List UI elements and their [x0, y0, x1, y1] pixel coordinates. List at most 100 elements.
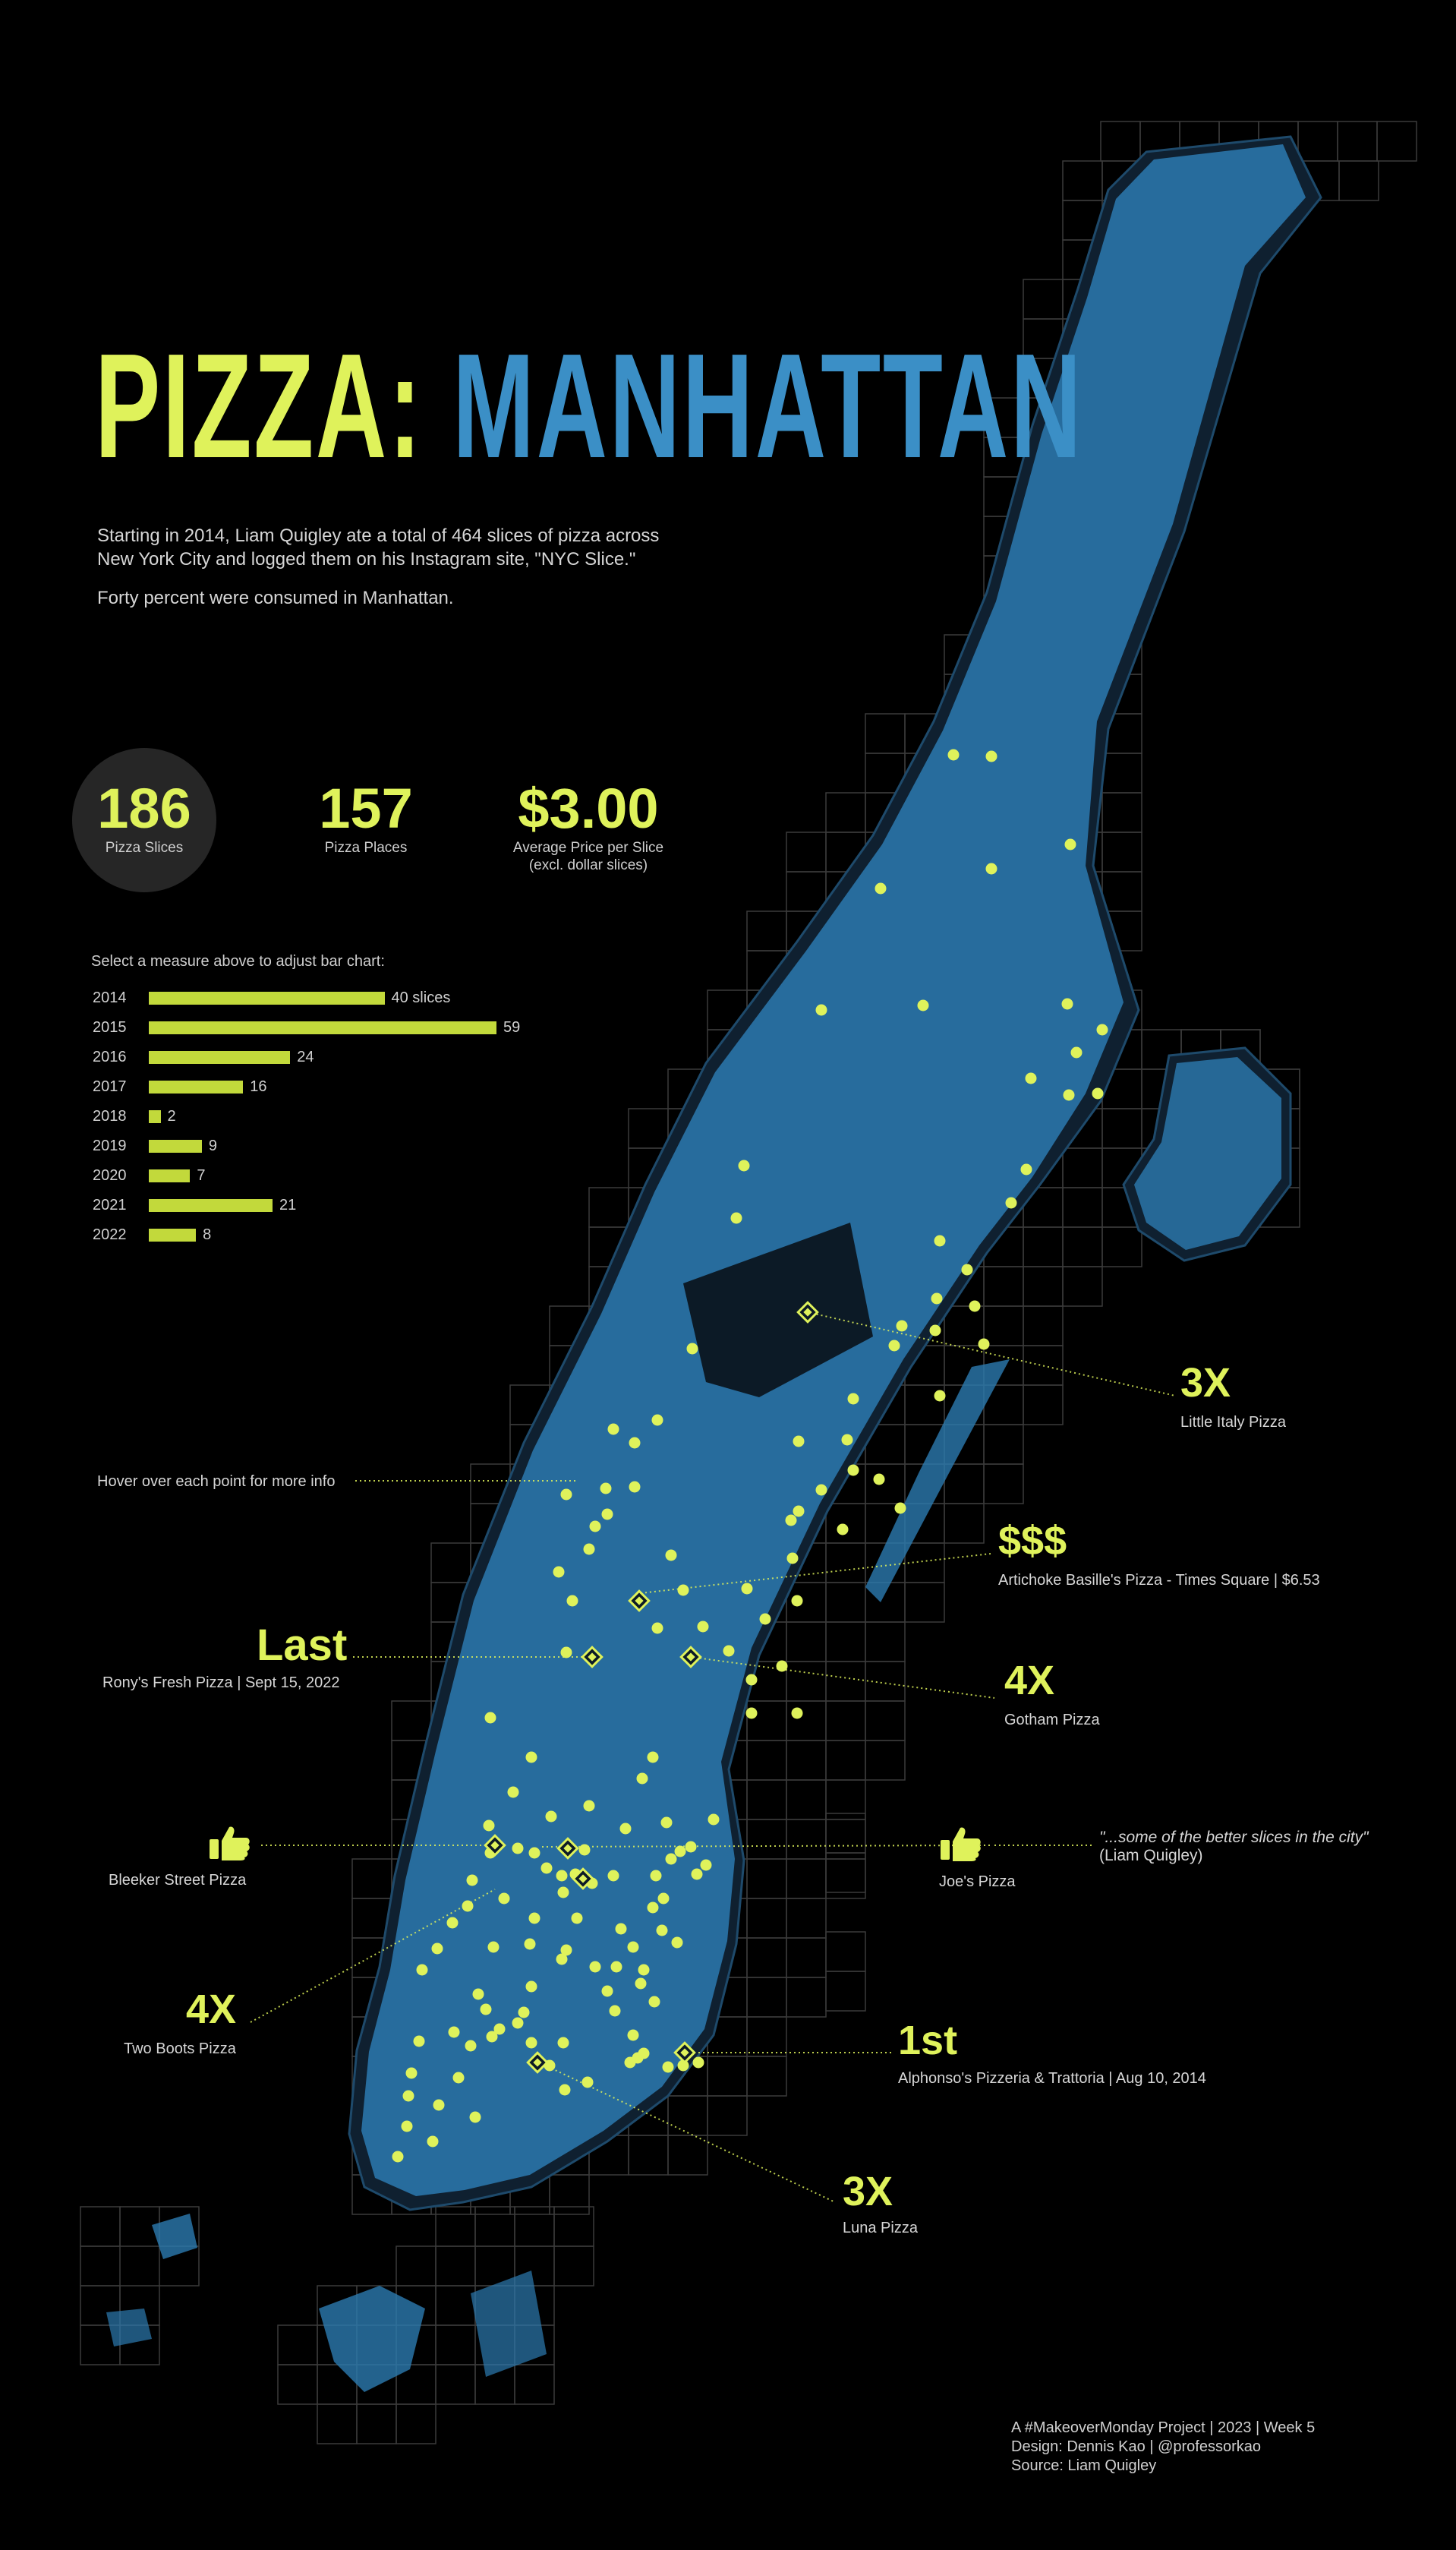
pizza-point[interactable] — [1096, 1024, 1108, 1036]
pizza-point[interactable] — [413, 2035, 425, 2047]
pizza-point[interactable] — [512, 1842, 524, 1854]
pizza-point[interactable] — [841, 1434, 853, 1446]
pizza-point[interactable] — [759, 1613, 771, 1625]
pizza-point[interactable] — [566, 1595, 578, 1607]
pizza-point[interactable] — [1061, 998, 1073, 1010]
pizza-point[interactable] — [624, 2056, 636, 2069]
highlight-diamond[interactable] — [796, 1301, 819, 1324]
pizza-point[interactable] — [917, 999, 929, 1011]
pizza-point[interactable] — [512, 2017, 524, 2029]
pizza-point[interactable] — [969, 1300, 981, 1312]
pizza-point[interactable] — [607, 1870, 619, 1882]
pizza-point[interactable] — [578, 1844, 591, 1856]
pizza-point[interactable] — [607, 1423, 619, 1435]
pizza-point[interactable] — [875, 882, 887, 895]
bar-2022[interactable] — [149, 1229, 197, 1242]
pizza-point[interactable] — [741, 1583, 753, 1595]
pizza-point[interactable] — [528, 1912, 540, 1924]
pizza-point[interactable] — [730, 1212, 742, 1224]
pizza-point[interactable] — [480, 2003, 492, 2015]
pizza-point[interactable] — [1020, 1163, 1032, 1176]
pizza-point[interactable] — [556, 1953, 568, 1965]
pizza-point[interactable] — [498, 1892, 510, 1905]
pizza-point[interactable] — [934, 1390, 946, 1402]
pizza-point[interactable] — [392, 2151, 404, 2163]
pizza-point[interactable] — [894, 1502, 906, 1514]
pizza-point[interactable] — [462, 1900, 474, 1912]
pizza-point[interactable] — [985, 863, 997, 875]
pizza-point[interactable] — [589, 1961, 601, 1973]
bar-2020[interactable] — [149, 1169, 191, 1182]
pizza-point[interactable] — [793, 1505, 805, 1517]
highlight-diamond[interactable] — [679, 1646, 702, 1668]
pizza-point[interactable] — [446, 1917, 459, 1929]
pizza-point[interactable] — [657, 1892, 670, 1905]
pizza-point[interactable] — [528, 1847, 540, 1859]
pizza-point[interactable] — [560, 1646, 572, 1658]
pizza-point[interactable] — [671, 1936, 683, 1949]
pizza-point[interactable] — [466, 1874, 478, 1886]
pizza-point[interactable] — [786, 1552, 799, 1564]
pizza-point[interactable] — [540, 1862, 553, 1874]
pizza-point[interactable] — [615, 1923, 627, 1935]
pizza-point[interactable] — [934, 1235, 946, 1247]
pizza-point[interactable] — [815, 1484, 827, 1496]
pizza-point[interactable] — [985, 750, 997, 762]
bar-2021[interactable] — [149, 1199, 273, 1212]
pizza-point[interactable] — [837, 1523, 849, 1535]
pizza-point[interactable] — [545, 1810, 557, 1823]
pizza-point[interactable] — [518, 2006, 530, 2018]
highlight-diamond[interactable] — [484, 1834, 506, 1857]
pizza-point[interactable] — [525, 1980, 537, 1993]
pizza-point[interactable] — [1025, 1072, 1037, 1084]
pizza-point[interactable] — [472, 1988, 484, 2000]
pizza-point[interactable] — [629, 1437, 641, 1449]
pizza-point[interactable] — [1005, 1197, 1017, 1209]
pizza-point[interactable] — [427, 2135, 439, 2148]
pizza-point[interactable] — [487, 1941, 500, 1953]
pizza-point[interactable] — [700, 1859, 712, 1871]
bar-2018[interactable] — [149, 1110, 161, 1123]
pizza-point[interactable] — [662, 2061, 674, 2073]
pizza-point[interactable] — [636, 1772, 648, 1785]
pizza-point[interactable] — [507, 1786, 519, 1798]
highlight-diamond[interactable] — [556, 1837, 579, 1860]
pizza-point[interactable] — [674, 1845, 686, 1857]
pizza-point[interactable] — [483, 1819, 495, 1832]
pizza-point[interactable] — [896, 1320, 908, 1332]
pizza-point[interactable] — [815, 1004, 827, 1016]
pizza-point[interactable] — [601, 1508, 613, 1520]
bar-2019[interactable] — [149, 1140, 202, 1153]
pizza-point[interactable] — [791, 1707, 803, 1719]
pizza-point[interactable] — [1064, 838, 1076, 851]
pizza-point[interactable] — [581, 2076, 594, 2088]
pizza-point[interactable] — [961, 1264, 973, 1276]
pizza-point[interactable] — [416, 1964, 428, 1976]
pizza-point[interactable] — [486, 2031, 498, 2043]
pizza-point[interactable] — [600, 1482, 612, 1494]
pizza-point[interactable] — [888, 1340, 900, 1352]
pizza-point[interactable] — [685, 1841, 697, 1853]
pizza-point[interactable] — [589, 1520, 601, 1532]
pizza-point[interactable] — [469, 2111, 481, 2123]
pizza-point[interactable] — [665, 1549, 677, 1561]
pizza-point[interactable] — [929, 1324, 941, 1337]
pizza-point[interactable] — [556, 1870, 568, 1882]
pizza-point[interactable] — [583, 1543, 595, 1555]
pizza-point[interactable] — [465, 2040, 477, 2052]
pizza-point[interactable] — [609, 2005, 621, 2017]
pizza-point[interactable] — [648, 1996, 660, 2008]
pizza-point[interactable] — [745, 1707, 758, 1719]
pizza-point[interactable] — [405, 2067, 418, 2079]
pizza-point[interactable] — [610, 1961, 622, 1973]
pizza-point[interactable] — [448, 2026, 460, 2038]
highlight-diamond[interactable] — [526, 2051, 549, 2074]
pizza-point[interactable] — [647, 1901, 659, 1914]
pizza-point[interactable] — [559, 2084, 571, 2096]
pizza-point[interactable] — [571, 1912, 583, 1924]
pizza-point[interactable] — [1063, 1089, 1075, 1101]
bar-2016[interactable] — [149, 1051, 291, 1064]
pizza-point[interactable] — [619, 1823, 632, 1835]
pizza-point[interactable] — [560, 1944, 572, 1956]
pizza-point[interactable] — [452, 2072, 465, 2084]
